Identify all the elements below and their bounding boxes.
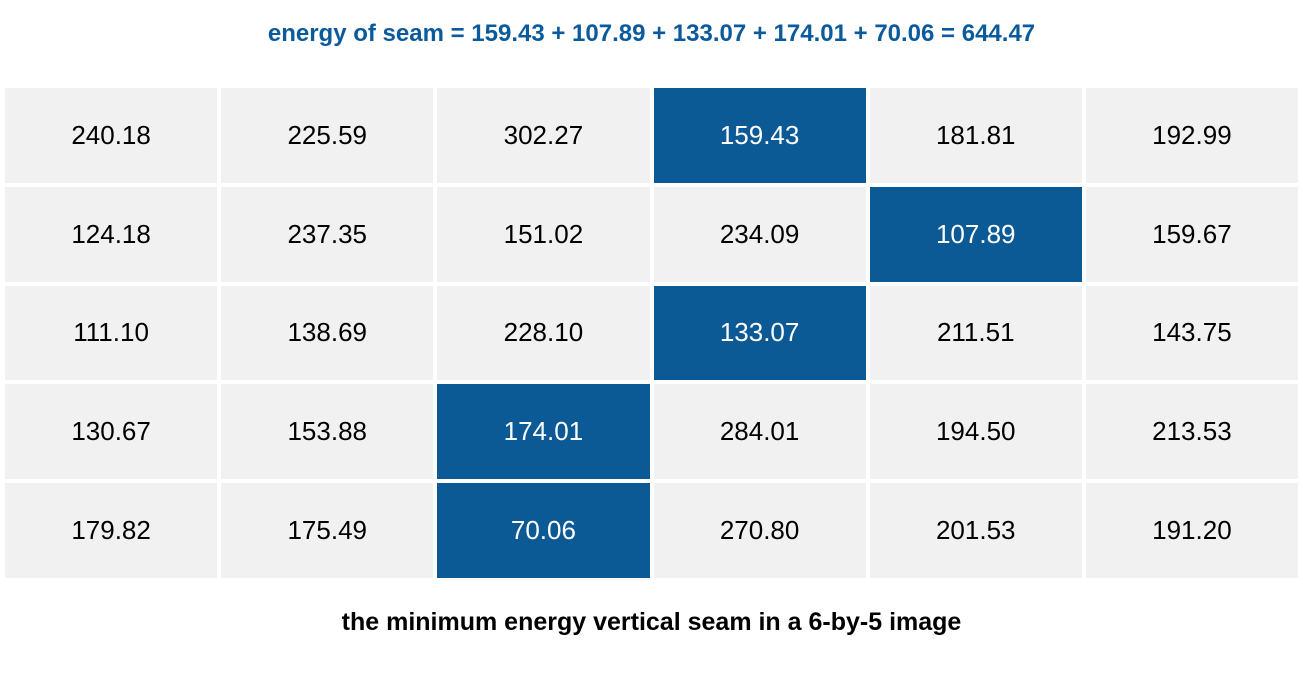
- energy-cell: 270.80: [654, 483, 866, 578]
- energy-cell: 201.53: [870, 483, 1082, 578]
- energy-cell: 211.51: [870, 286, 1082, 381]
- energy-cell: 107.89: [870, 187, 1082, 282]
- seam-energy-formula: energy of seam = 159.43 + 107.89 + 133.0…: [0, 20, 1303, 48]
- energy-cell: 159.43: [654, 88, 866, 183]
- energy-cell: 151.02: [437, 187, 649, 282]
- energy-cell: 174.01: [437, 384, 649, 479]
- energy-cell: 133.07: [654, 286, 866, 381]
- energy-cell: 228.10: [437, 286, 649, 381]
- energy-cell: 153.88: [221, 384, 433, 479]
- energy-cell: 181.81: [870, 88, 1082, 183]
- figure-caption: the minimum energy vertical seam in a 6-…: [0, 608, 1303, 637]
- energy-cell: 237.35: [221, 187, 433, 282]
- energy-cell: 138.69: [221, 286, 433, 381]
- energy-cell: 111.10: [5, 286, 217, 381]
- energy-cell: 225.59: [221, 88, 433, 183]
- energy-cell: 213.53: [1086, 384, 1298, 479]
- energy-cell: 130.67: [5, 384, 217, 479]
- energy-cell: 302.27: [437, 88, 649, 183]
- energy-cell: 70.06: [437, 483, 649, 578]
- energy-cell: 175.49: [221, 483, 433, 578]
- energy-cell: 191.20: [1086, 483, 1298, 578]
- energy-cell: 194.50: [870, 384, 1082, 479]
- energy-cell: 159.67: [1086, 187, 1298, 282]
- energy-cell: 143.75: [1086, 286, 1298, 381]
- energy-cell: 240.18: [5, 88, 217, 183]
- energy-cell: 179.82: [5, 483, 217, 578]
- energy-grid: 240.18225.59302.27159.43181.81192.99 124.…: [5, 88, 1298, 578]
- figure-container: energy of seam = 159.43 + 107.89 + 133.0…: [0, 0, 1303, 637]
- energy-cell: 124.18: [5, 187, 217, 282]
- energy-cell: 234.09: [654, 187, 866, 282]
- energy-cell: 192.99: [1086, 88, 1298, 183]
- energy-cell: 284.01: [654, 384, 866, 479]
